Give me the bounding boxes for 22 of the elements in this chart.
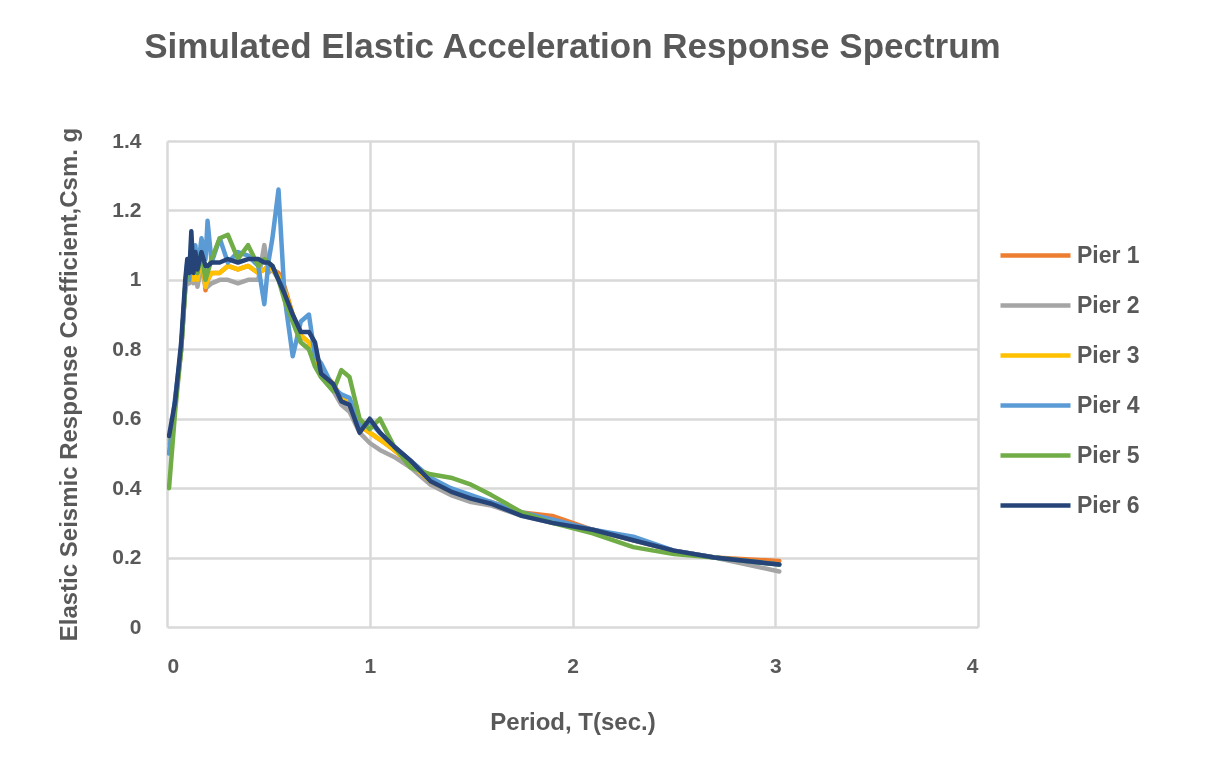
y-tick-label: 0.8 <box>112 336 142 360</box>
y-tick-label: 1.2 <box>112 197 142 221</box>
x-axis-title: Period, T(sec.) <box>490 707 656 735</box>
legend-label: Pier 6 <box>1077 491 1140 518</box>
y-tick-label: 0.2 <box>112 545 142 569</box>
y-tick-label: 0.6 <box>112 406 142 430</box>
legend-label: Pier 1 <box>1077 241 1140 268</box>
y-tick-label: 1 <box>129 267 142 291</box>
y-tick-label: 0.4 <box>112 475 142 499</box>
x-tick-label: 2 <box>567 653 579 677</box>
x-tick-label: 1 <box>364 653 377 677</box>
legend-label: Pier 3 <box>1077 341 1140 368</box>
legend-label: Pier 4 <box>1077 391 1140 418</box>
legend-label: Pier 2 <box>1077 291 1140 318</box>
chart-title: Simulated Elastic Acceleration Response Spectrum <box>144 26 1001 66</box>
x-tick-label: 4 <box>966 653 979 677</box>
x-tick-label: 3 <box>769 653 782 677</box>
y-axis-title: Elastic Seismic Response Coefficient,Csm. g <box>55 127 83 642</box>
y-tick-label: 1.4 <box>112 128 142 152</box>
x-tick-label: 0 <box>167 653 180 677</box>
y-tick-label: 0 <box>129 614 142 638</box>
legend-label: Pier 5 <box>1077 441 1140 468</box>
